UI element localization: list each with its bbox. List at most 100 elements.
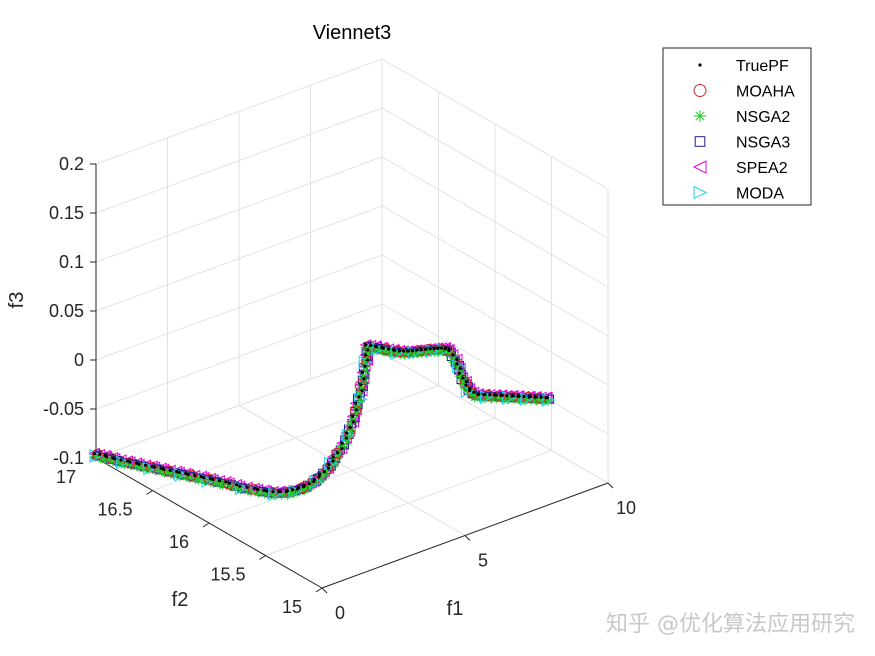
dot-marker — [359, 383, 363, 387]
z-tick-label: -0.05 — [43, 399, 84, 419]
grid-line — [381, 205, 609, 337]
axes-grid — [95, 58, 609, 589]
dot-marker — [344, 436, 348, 440]
y-tick-mark — [259, 555, 266, 560]
grid-line — [95, 352, 383, 459]
dot-marker — [128, 460, 132, 464]
circle-marker — [442, 344, 454, 356]
triangle-right-marker — [234, 481, 249, 496]
triangle-right-marker — [268, 487, 282, 501]
dot-marker — [125, 459, 130, 463]
triangle-right-marker — [407, 345, 422, 360]
y-tick-mark — [146, 490, 153, 495]
dot-marker — [451, 353, 455, 357]
dot-marker — [340, 446, 344, 451]
grid-line — [381, 254, 609, 386]
circle-marker — [145, 461, 157, 473]
grid-line — [381, 156, 609, 288]
dot-marker — [134, 461, 139, 465]
triangle-right-marker — [390, 346, 405, 360]
dot-marker — [104, 454, 109, 459]
y-tick-mark — [315, 587, 323, 593]
grid-line — [381, 303, 609, 435]
dot-marker — [327, 462, 331, 467]
triangle-right-marker — [542, 393, 556, 407]
z-axis-label: f3 — [6, 292, 28, 309]
asterisk-marker — [253, 487, 264, 498]
dot-marker — [402, 349, 406, 353]
triangle-right-marker — [288, 484, 303, 499]
dot-marker — [365, 358, 370, 362]
dot-marker — [318, 472, 322, 476]
legend-label: SPEA2 — [736, 160, 788, 177]
series-truepf — [92, 343, 549, 494]
dot-marker — [406, 349, 410, 353]
triangle-right-marker — [436, 343, 451, 358]
dot-marker — [119, 458, 123, 462]
dot-marker — [424, 347, 428, 351]
triangle-right-marker — [354, 392, 368, 406]
legend-label: MOAHA — [736, 84, 795, 101]
dot-marker — [528, 395, 532, 399]
triangle-right-marker — [425, 344, 439, 358]
x-tick-mark — [321, 587, 328, 594]
square-marker — [350, 413, 360, 423]
dot-marker — [186, 472, 190, 477]
dot-marker — [144, 463, 148, 467]
dot-marker — [159, 466, 163, 470]
dot-marker — [428, 347, 432, 351]
grid-line — [95, 58, 383, 165]
dot-marker — [224, 480, 228, 484]
legend-label: MODA — [736, 186, 784, 203]
dot-marker — [227, 481, 231, 485]
dot-marker — [265, 489, 269, 493]
dot-marker — [364, 343, 368, 347]
circle-marker — [331, 447, 343, 459]
triangle-right-marker — [174, 467, 188, 482]
square-marker — [694, 136, 706, 147]
circle-marker — [123, 457, 135, 469]
dot-marker — [381, 346, 385, 350]
dot-marker — [500, 393, 504, 398]
dot-marker — [511, 394, 515, 398]
x-tick-mark — [464, 535, 471, 541]
circle-marker — [92, 448, 104, 460]
triangle-right-marker — [201, 474, 216, 488]
x-tick-label: 10 — [616, 498, 636, 518]
legend-label: NSGA3 — [736, 135, 790, 152]
dot-marker — [322, 470, 326, 474]
dot-marker — [432, 346, 436, 351]
dot-marker — [290, 488, 295, 492]
grid-line — [208, 417, 496, 524]
dot-marker — [150, 464, 154, 468]
dot-marker — [245, 485, 249, 489]
dot-marker — [193, 473, 197, 478]
dot-marker — [455, 362, 459, 366]
grid-line — [95, 303, 383, 410]
chart-title: Viennet3 — [313, 22, 392, 44]
dot-marker — [362, 377, 366, 381]
triangle-right-marker — [324, 456, 338, 471]
dot-marker — [494, 393, 498, 397]
circle-marker — [354, 380, 366, 392]
dot-marker — [208, 477, 212, 481]
dot-marker — [351, 420, 356, 424]
y-tick-label: 16 — [169, 532, 189, 552]
dot-marker — [483, 393, 487, 397]
triangle-right-marker — [89, 449, 104, 463]
dot-marker — [360, 389, 364, 393]
x-tick-mark — [607, 482, 614, 489]
dot-marker — [137, 462, 141, 466]
dot-marker — [477, 392, 481, 396]
x-tick-label: 0 — [335, 603, 345, 623]
dot-marker — [522, 394, 526, 399]
dot-marker — [307, 482, 311, 486]
dot-marker — [464, 383, 468, 387]
dot-marker — [271, 490, 275, 494]
asterisk-marker — [217, 479, 228, 490]
grid-line — [381, 58, 609, 190]
dot-marker — [98, 452, 102, 457]
square-marker — [353, 400, 363, 410]
circle-marker — [693, 84, 707, 97]
dot-marker — [374, 345, 379, 349]
